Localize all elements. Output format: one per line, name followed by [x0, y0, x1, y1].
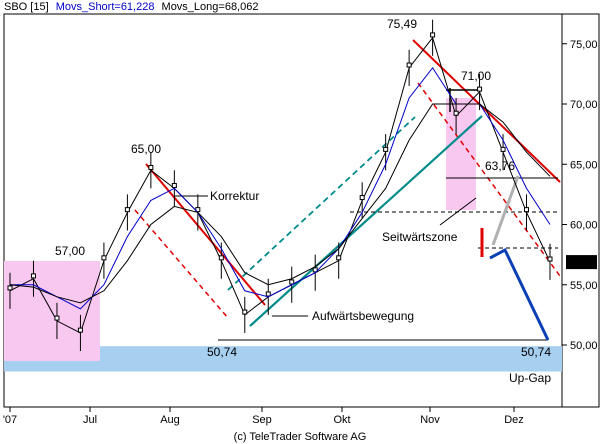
- price-point: [218, 255, 224, 261]
- consolidation-zone-right: [446, 98, 476, 210]
- price-point: [289, 279, 295, 285]
- price-point: [171, 183, 177, 189]
- annotation-high-jul: 65,00: [131, 142, 161, 156]
- price-point: [242, 309, 248, 315]
- price-point: [453, 110, 459, 116]
- price-series: [7, 19, 553, 352]
- price-point: [195, 207, 201, 213]
- aufwaerts-channel-dashed: [227, 116, 416, 291]
- x-tick-label: Aug: [160, 414, 180, 426]
- axes: 75,00 70,00 65,00 60,00 55,00 50,00 56,88 '07 Ju…: [3, 39, 598, 426]
- header-movs-short: Movs_Short=61,228: [56, 1, 155, 13]
- y-tick-label: 70,00: [570, 99, 598, 111]
- price-point: [30, 273, 36, 279]
- price-point: [383, 146, 389, 152]
- korrektur-trendline: [145, 163, 266, 306]
- footer-copyright: (c) TeleTrader Software AG: [234, 431, 367, 443]
- header-symbol: SBO [15]: [4, 1, 49, 13]
- down-channel-dashed: [417, 82, 561, 277]
- highlight-zones: [4, 98, 562, 372]
- price-point: [101, 255, 107, 261]
- y-tick-label: 55,00: [570, 280, 598, 292]
- y-tick-label: 75,00: [570, 39, 598, 51]
- annotation-korrektur: Korrektur: [210, 189, 259, 203]
- price-point: [336, 255, 342, 261]
- annotation-aufwaertsbewegung: Aufwärtsbewegung: [312, 309, 414, 323]
- x-tick-label: Jul: [83, 414, 97, 426]
- annotation-labels: 57,00 65,00 75,49 71,00 63,76 50,74 50,74 Korre…: [55, 17, 551, 385]
- annotation-upgap: Up-Gap: [509, 371, 551, 385]
- annotation-high-okt: 75,49: [387, 17, 417, 31]
- chart-header: SBO [15] Movs_Short=61,228 Movs_Long=68,…: [4, 1, 258, 13]
- x-tick-label: Dez: [504, 414, 524, 426]
- projection-gray-path: [491, 175, 520, 246]
- y-tick-label: 60,00: [570, 220, 598, 232]
- price-point: [7, 285, 13, 291]
- y-tick-label: 50,00: [570, 340, 598, 352]
- price-point: [77, 327, 83, 333]
- header-movs-long: Movs_Long=68,062: [162, 1, 259, 13]
- last-price-badge: [566, 255, 597, 270]
- x-tick-label: Nov: [420, 414, 440, 426]
- annotation-level-6376: 63,76: [485, 159, 515, 173]
- korrektur-channel-dashed: [134, 209, 229, 319]
- x-tick-label: Sep: [252, 414, 272, 426]
- annotation-high-jun: 57,00: [55, 244, 85, 258]
- price-point: [477, 86, 483, 92]
- annotation-low-left: 50,74: [207, 345, 237, 359]
- price-point: [265, 291, 271, 297]
- annotation-seitwaertszone: Seitwärtszone: [382, 230, 458, 244]
- moving-average-line: [9, 103, 551, 304]
- price-point: [547, 256, 553, 262]
- price-point: [54, 315, 60, 321]
- x-tick-label: Okt: [333, 414, 350, 426]
- price-point: [406, 62, 412, 68]
- aufwaerts-trendline: [249, 115, 483, 327]
- price-point: [359, 195, 365, 201]
- price-point: [524, 207, 530, 213]
- y-tick-label: 65,00: [570, 159, 598, 171]
- projection-blue-path: [489, 247, 550, 341]
- price-point: [500, 146, 506, 152]
- y-axis-panel: [561, 13, 600, 408]
- price-point: [124, 207, 130, 213]
- x-tick-label: '07: [3, 414, 17, 426]
- annotation-level-71: 71,00: [461, 69, 491, 83]
- last-price-label: 56,88: [567, 257, 595, 269]
- seitwaerts-arrow: [439, 197, 477, 226]
- price-point: [148, 164, 154, 170]
- annotation-low-right: 50,74: [521, 345, 551, 359]
- trend-lines: [134, 39, 561, 341]
- price-point: [430, 32, 436, 38]
- price-point: [312, 267, 318, 273]
